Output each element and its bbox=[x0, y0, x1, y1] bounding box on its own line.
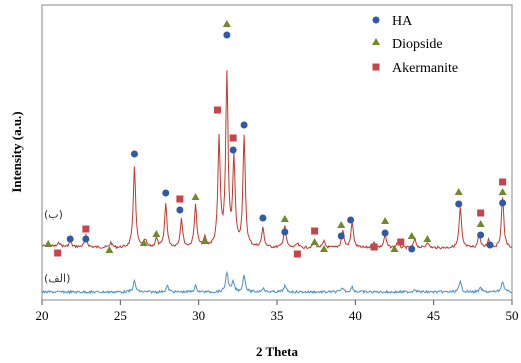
marker-ha-18 bbox=[229, 146, 237, 154]
marker-diopside-34 bbox=[390, 245, 399, 252]
marker-diopside-8 bbox=[152, 230, 161, 237]
legend-diopside-marker bbox=[372, 38, 380, 45]
x-tick-label-45: 45 bbox=[427, 308, 440, 323]
marker-diopside-5 bbox=[105, 246, 114, 253]
marker-ha-22 bbox=[281, 228, 289, 236]
marker-ha-28 bbox=[337, 232, 345, 240]
marker-ha-10 bbox=[176, 206, 184, 214]
marker-diopside-21 bbox=[280, 215, 289, 222]
marker-akermanite-45 bbox=[499, 178, 507, 186]
marker-akermanite-24 bbox=[311, 227, 319, 235]
xrd-curve-alef bbox=[41, 270, 513, 295]
legend-akermanite-label: Akermanite bbox=[392, 61, 458, 76]
plot-area bbox=[41, 4, 513, 301]
legend-ha-label: HA bbox=[392, 14, 413, 29]
marker-ha-47 bbox=[499, 199, 507, 207]
marker-akermanite-11 bbox=[176, 195, 184, 203]
marker-akermanite-41 bbox=[477, 209, 485, 217]
marker-akermanite-1 bbox=[54, 249, 62, 257]
marker-akermanite-23 bbox=[293, 250, 301, 258]
y-axis-label: Intensity (a.u.) bbox=[9, 111, 24, 192]
marker-diopside-27 bbox=[337, 221, 346, 228]
x-tick-label-50: 50 bbox=[506, 308, 519, 323]
marker-diopside-13 bbox=[200, 237, 209, 244]
marker-diopside-46 bbox=[498, 188, 507, 195]
marker-akermanite-31 bbox=[370, 243, 378, 251]
marker-ha-6 bbox=[130, 150, 138, 158]
marker-diopside-42 bbox=[476, 220, 485, 227]
marker-ha-9 bbox=[162, 189, 170, 197]
marker-diopside-26 bbox=[320, 245, 328, 252]
marker-akermanite-35 bbox=[397, 238, 405, 246]
marker-diopside-25 bbox=[310, 238, 319, 245]
x-ticks-group: 20 25 30 35 40 45 50 bbox=[36, 300, 519, 323]
x-axis-label: 2 Theta bbox=[256, 344, 299, 359]
marker-diopside-0 bbox=[44, 240, 53, 247]
marker-ha-20 bbox=[259, 214, 267, 222]
legend-diopside-label: Diopside bbox=[392, 37, 443, 52]
marker-diopside-36 bbox=[407, 232, 416, 239]
marker-ha-16 bbox=[223, 31, 231, 39]
legend: HA Diopside Akermanite bbox=[372, 14, 458, 76]
marker-diopside-38 bbox=[423, 235, 432, 242]
marker-ha-2 bbox=[66, 235, 74, 243]
marker-akermanite-3 bbox=[82, 225, 90, 233]
x-tick-label-35: 35 bbox=[271, 308, 284, 323]
marker-ha-33 bbox=[381, 229, 389, 237]
marker-ha-37 bbox=[408, 245, 416, 253]
curves-group bbox=[41, 70, 513, 295]
marker-akermanite-17 bbox=[229, 134, 237, 142]
x-tick-label-25: 25 bbox=[114, 308, 127, 323]
legend-ha-marker bbox=[372, 16, 380, 24]
marker-diopside-32 bbox=[381, 217, 390, 224]
marker-diopside-12 bbox=[191, 193, 200, 200]
x-tick-label-30: 30 bbox=[192, 308, 205, 323]
x-tick-label-20: 20 bbox=[36, 308, 49, 323]
curve-label-alef: (الف) bbox=[44, 272, 70, 285]
marker-akermanite-14 bbox=[213, 106, 221, 114]
marker-ha-29 bbox=[347, 216, 355, 224]
marker-diopside-15 bbox=[222, 20, 231, 27]
marker-diopside-7 bbox=[139, 239, 148, 246]
x-tick-label-40: 40 bbox=[349, 308, 362, 323]
marker-ha-4 bbox=[82, 235, 90, 243]
xrd-curve-b bbox=[41, 70, 513, 251]
marker-ha-43 bbox=[477, 231, 485, 239]
marker-ha-40 bbox=[455, 200, 463, 208]
phase-markers-group bbox=[44, 20, 507, 258]
legend-akermanite-marker bbox=[372, 63, 380, 71]
marker-ha-44 bbox=[486, 241, 494, 249]
marker-ha-19 bbox=[240, 121, 248, 129]
marker-diopside-39 bbox=[454, 188, 463, 195]
curve-label-b: (ب) bbox=[44, 208, 63, 221]
